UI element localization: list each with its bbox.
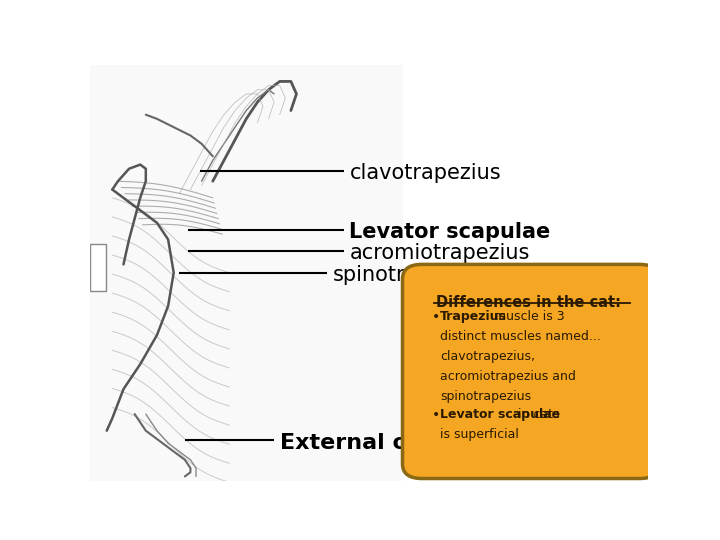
- Text: Trapezius: Trapezius: [440, 310, 507, 323]
- Text: muscle is 3: muscle is 3: [490, 310, 564, 323]
- Text: spinotrapezius: spinotrapezius: [440, 390, 531, 403]
- Text: is superficial: is superficial: [440, 428, 518, 441]
- Text: Levator scapulae: Levator scapulae: [440, 408, 560, 421]
- Bar: [90, 244, 106, 292]
- Text: clavotrapezius: clavotrapezius: [349, 163, 501, 183]
- Bar: [90, 65, 402, 481]
- Text: spinotrapezius: spinotrapezius: [333, 265, 485, 285]
- Text: External obliques: External obliques: [280, 433, 499, 453]
- Text: Differences in the cat:: Differences in the cat:: [436, 295, 621, 310]
- Text: clavotrapezius,: clavotrapezius,: [440, 350, 535, 363]
- Text: in cats: in cats: [514, 408, 559, 421]
- Text: •: •: [431, 310, 440, 324]
- Text: •: •: [431, 408, 440, 422]
- FancyBboxPatch shape: [402, 265, 660, 478]
- Text: acromiotrapezius: acromiotrapezius: [349, 243, 530, 263]
- Text: distinct muscles named...: distinct muscles named...: [440, 330, 600, 343]
- Text: Levator scapulae: Levator scapulae: [349, 222, 551, 242]
- Text: acromiotrapezius and: acromiotrapezius and: [440, 370, 576, 383]
